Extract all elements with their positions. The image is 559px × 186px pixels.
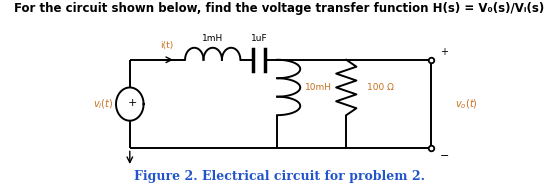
Text: i(t): i(t) <box>160 41 173 50</box>
Text: For the circuit shown below, find the voltage transfer function H(s) = V₀(s)/Vᵢ(: For the circuit shown below, find the vo… <box>15 2 544 15</box>
Text: −: − <box>440 151 449 161</box>
Text: $v_o(t)$: $v_o(t)$ <box>454 97 477 111</box>
Text: 10mH: 10mH <box>305 83 332 92</box>
Text: $v_i(t)$: $v_i(t)$ <box>93 97 113 111</box>
Text: +: + <box>440 47 448 57</box>
Text: 100 Ω: 100 Ω <box>367 83 394 92</box>
Text: Figure 2. Electrical circuit for problem 2.: Figure 2. Electrical circuit for problem… <box>134 170 425 183</box>
Text: 1mH: 1mH <box>202 34 224 43</box>
Text: 1uF: 1uF <box>250 34 267 43</box>
Text: +: + <box>127 98 137 108</box>
